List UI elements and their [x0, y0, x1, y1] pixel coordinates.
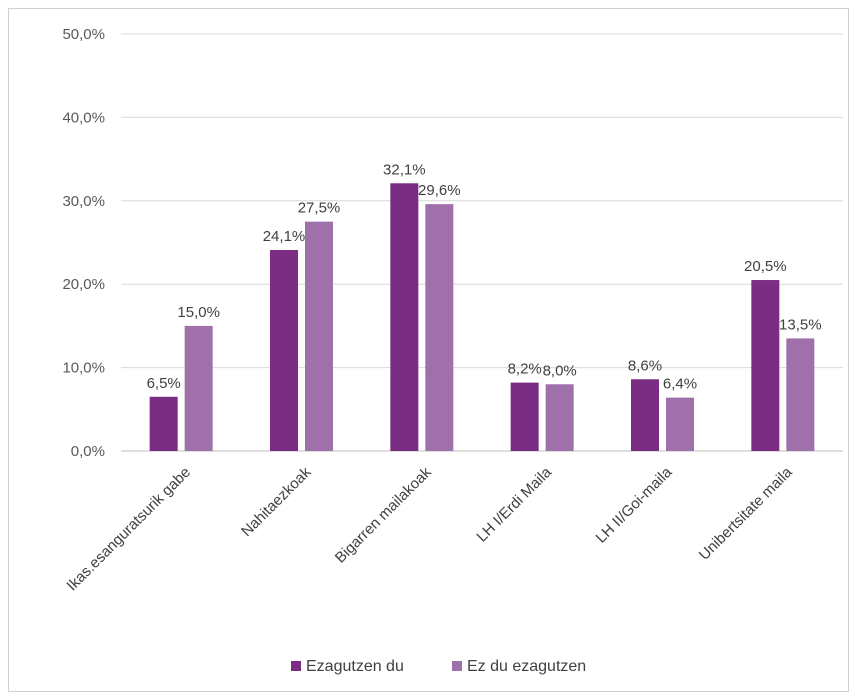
- legend-swatch: [452, 661, 462, 671]
- data-label: 27,5%: [298, 200, 341, 217]
- bar: [149, 396, 178, 451]
- data-label: 32,1%: [383, 161, 426, 178]
- category-label: LH II/Goi-maila: [593, 463, 676, 546]
- y-tick-label: 40,0%: [62, 109, 105, 126]
- bar: [390, 183, 419, 451]
- data-label: 15,0%: [177, 304, 220, 321]
- category-label: Bigarren mailakoak: [332, 463, 435, 566]
- bar: [425, 204, 454, 451]
- data-label: 6,5%: [147, 375, 181, 392]
- bar: [786, 338, 815, 451]
- category-label: Nahitaezkoak: [238, 463, 315, 540]
- legend-label: Ezagutzen du: [306, 658, 404, 675]
- y-tick-label: 50,0%: [62, 26, 105, 43]
- y-tick-label: 30,0%: [62, 193, 105, 210]
- bar: [510, 382, 539, 451]
- bar: [270, 250, 298, 451]
- category-label: Unibertsitate maila: [696, 463, 796, 563]
- bar: [666, 397, 694, 451]
- data-label: 8,0%: [543, 362, 577, 379]
- y-tick-label: 0,0%: [71, 443, 105, 460]
- chart-frame: 0,0% 10,0% 20,0% 30,0% 40,0% 50,0% 6,5% 15,0% Ik…: [8, 8, 849, 692]
- legend-label: Ez du ezagutzen: [467, 658, 586, 675]
- bar: [631, 379, 659, 451]
- data-label: 24,1%: [263, 228, 306, 245]
- data-label: 20,5%: [744, 258, 787, 275]
- data-label: 6,4%: [663, 376, 697, 393]
- y-tick-label: 20,0%: [62, 276, 105, 293]
- bar: [751, 280, 780, 451]
- data-label: 8,6%: [628, 357, 662, 374]
- bar: [184, 325, 213, 451]
- y-tick-label: 10,0%: [62, 360, 105, 377]
- bar: [545, 384, 574, 451]
- legend-swatch: [291, 661, 301, 671]
- data-label: 13,5%: [779, 316, 822, 333]
- data-label: 8,2%: [508, 361, 542, 378]
- bar: [305, 221, 333, 451]
- bar-chart: 0,0% 10,0% 20,0% 30,0% 40,0% 50,0% 6,5% 15,0% Ik…: [62, 26, 843, 675]
- data-label: 29,6%: [418, 182, 461, 199]
- category-label: LH I/Erdi Maila: [473, 463, 555, 545]
- category-label: Ikas.esanguratsurik gabe: [63, 464, 194, 595]
